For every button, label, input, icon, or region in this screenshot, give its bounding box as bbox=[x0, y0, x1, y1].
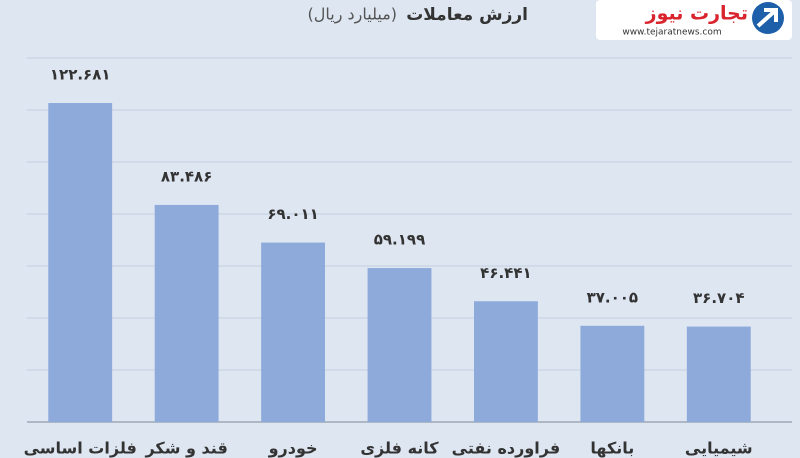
x-tick-label: قند و شکر bbox=[144, 439, 227, 458]
value-label: ۶۹.۰۱۱ bbox=[267, 205, 318, 223]
chart-title: ارزش معاملات bbox=[406, 5, 528, 25]
bar bbox=[367, 268, 432, 422]
value-label: ۸۳.۴۸۶ bbox=[161, 167, 212, 185]
bar bbox=[154, 204, 219, 422]
logo: تجارت نیوز www.tejaratnews.com bbox=[596, 0, 792, 40]
x-tick-label: خودرو bbox=[268, 439, 318, 458]
x-tick-label: کانه فلزی bbox=[360, 439, 439, 458]
bar bbox=[580, 325, 645, 422]
value-label: ۴۶.۴۴۱ bbox=[480, 264, 531, 282]
bar bbox=[261, 242, 325, 422]
value-label: ۵۹.۱۹۹ bbox=[374, 231, 425, 249]
value-label: ۱۲۲.۶۸۱ bbox=[50, 66, 111, 84]
chart-subtitle: (میلیارد ریال) bbox=[308, 5, 398, 25]
logo-name: تجارت نیوز bbox=[645, 3, 748, 25]
x-tick-label: بانکها bbox=[590, 439, 634, 458]
logo-box bbox=[596, 0, 792, 40]
value-label: ۳۶.۷۰۴ bbox=[693, 289, 744, 307]
x-tick-label: شیمیایی bbox=[685, 439, 753, 458]
bar bbox=[474, 301, 538, 422]
logo-url: www.tejaratnews.com bbox=[622, 28, 721, 38]
bar bbox=[48, 103, 113, 422]
x-tick-label: فلزات اساسی bbox=[24, 439, 137, 458]
value-label: ۳۷.۰۰۵ bbox=[587, 288, 638, 306]
logo-arrow bbox=[756, 8, 778, 28]
bar bbox=[686, 326, 751, 422]
x-tick-label: فراورده نفتی bbox=[452, 439, 561, 458]
